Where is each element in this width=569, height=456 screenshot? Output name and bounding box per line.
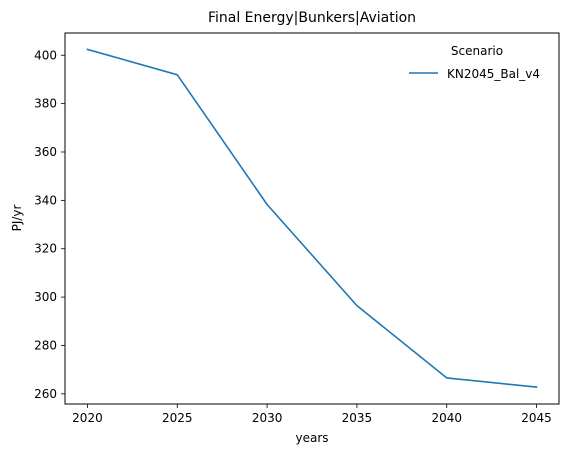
y-tick-label: 400 — [34, 48, 57, 62]
legend-label-kn2045-bal-v4: KN2045_Bal_v4 — [447, 67, 540, 81]
y-axis-title: PJ/yr — [10, 205, 24, 232]
x-tick-label: 2030 — [252, 411, 283, 425]
x-tick-label: 2045 — [521, 411, 552, 425]
x-tick-label: 2020 — [72, 411, 103, 425]
chart-title: Final Energy|Bunkers|Aviation — [208, 10, 416, 26]
x-tick-label: 2025 — [162, 411, 193, 425]
ticks-layer: 2020 2025 2030 2035 2040 2045 260 280 300 320 340 3… — [34, 48, 552, 425]
x-axis-title: years — [295, 431, 328, 445]
y-tick-label: 380 — [34, 97, 57, 111]
y-tick-label: 360 — [34, 145, 57, 159]
x-tick-label: 2035 — [342, 411, 373, 425]
series-layer — [86, 48, 538, 388]
series-line-kn2045-bal-v4 — [86, 48, 538, 388]
y-tick-label: 340 — [34, 193, 57, 207]
y-tick-label: 280 — [34, 338, 57, 352]
y-tick-label: 260 — [34, 387, 57, 401]
y-tick-label: 320 — [34, 242, 57, 256]
plot-frame — [64, 32, 560, 405]
legend: Scenario KN2045_Bal_v4 — [409, 44, 540, 81]
x-tick-label: 2040 — [431, 411, 462, 425]
y-tick-label: 300 — [34, 290, 57, 304]
legend-title: Scenario — [451, 44, 503, 58]
